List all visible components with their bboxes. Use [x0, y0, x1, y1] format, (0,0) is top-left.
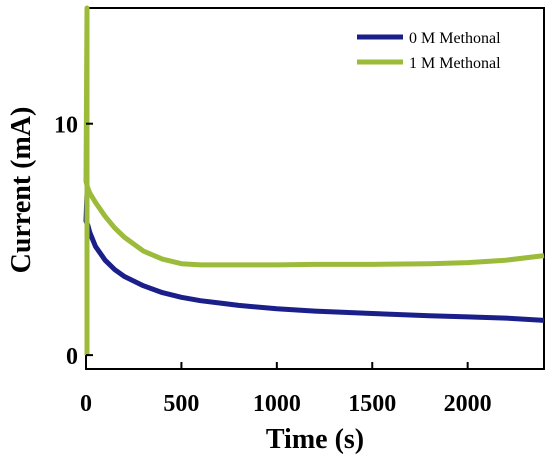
- legend-label-1: 1 M Methonal: [409, 55, 501, 72]
- y-tick-label-0: 0: [66, 344, 78, 370]
- series-line-1: [83, 5, 545, 356]
- x-tick-label-4: 2000: [444, 391, 492, 417]
- x-tick-label-3: 1500: [348, 391, 396, 417]
- x-axis-title: Time (s): [266, 424, 364, 455]
- x-tick-label-0: 0: [80, 391, 92, 417]
- y-axis-title: Current (mA): [6, 107, 37, 274]
- x-tick-label-2: 1000: [253, 391, 301, 417]
- series-line-0: [83, 193, 545, 323]
- x-tick-label-1: 500: [163, 391, 199, 417]
- series-layer: [83, 5, 545, 356]
- tick-layer: 0 500 1000 1500 2000 0 10: [54, 113, 492, 417]
- legend-label-0: 0 M Methonal: [409, 30, 501, 47]
- y-tick-label-1: 10: [54, 113, 78, 139]
- legend: 0 M Methonal 1 M Methonal: [357, 30, 501, 72]
